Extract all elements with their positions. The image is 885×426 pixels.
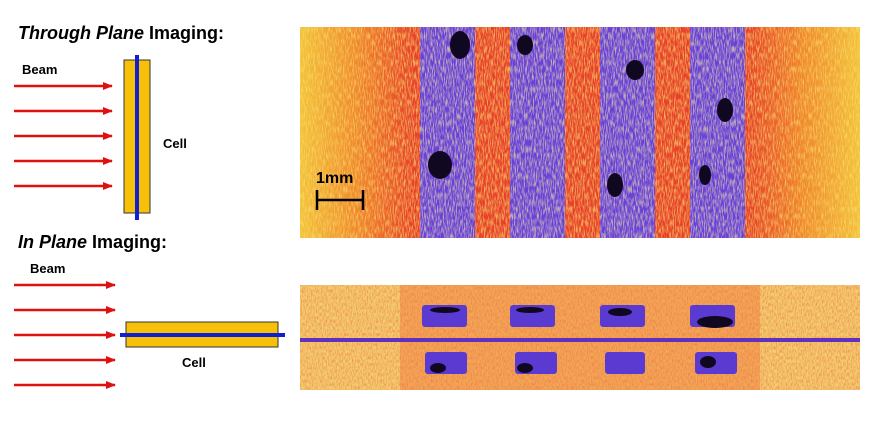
through-plane-image	[300, 27, 860, 238]
beam-label: Beam	[30, 261, 65, 276]
scale-label: 1mm	[316, 170, 353, 187]
cell-label: Cell	[163, 136, 187, 151]
cell-label: Cell	[182, 355, 206, 370]
title: Through Plane Imaging:	[18, 23, 224, 43]
title-rest: Imaging:	[149, 23, 224, 43]
scale-bar	[315, 190, 365, 210]
title-italic: In Plane	[18, 232, 87, 252]
beam-arrows	[14, 281, 116, 389]
title: In Plane Imaging:	[18, 232, 167, 252]
in-plane-image	[300, 285, 860, 390]
beam-arrows	[14, 82, 113, 190]
beam-label: Beam	[22, 62, 57, 77]
title-rest: Imaging:	[92, 232, 167, 252]
title-italic: Through Plane	[18, 23, 144, 43]
